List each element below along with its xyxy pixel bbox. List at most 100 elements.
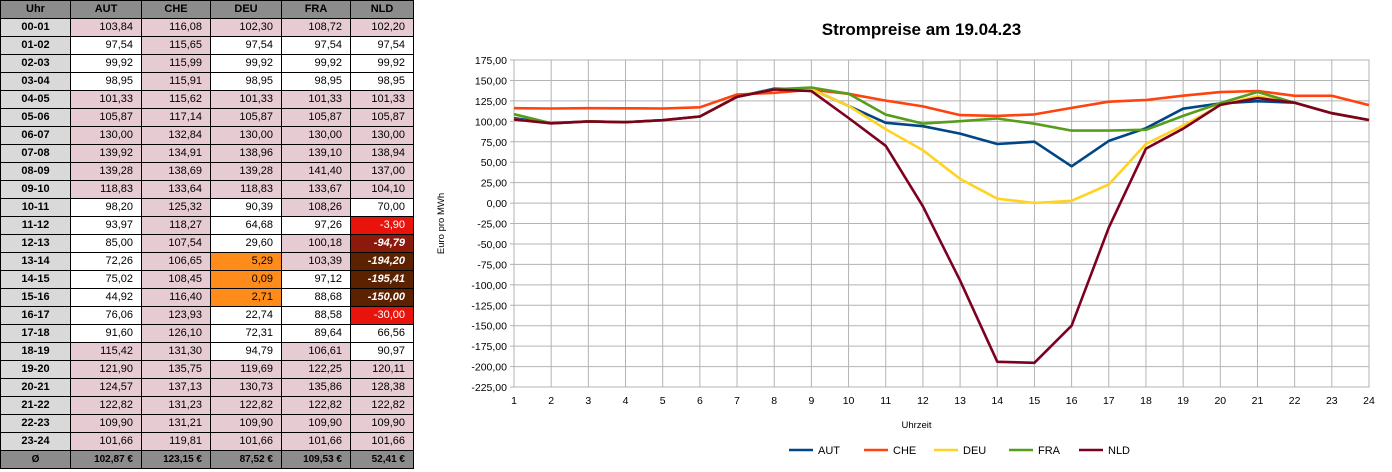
table-row: 11-12 93,97 118,27 64,68 97,26 -3,90: [0, 216, 414, 235]
price-cell: 135,75: [141, 360, 211, 379]
hour-cell: 16-17: [0, 306, 71, 325]
price-cell: 44,92: [70, 288, 142, 307]
price-cell: 101,33: [281, 90, 351, 109]
price-cell: 2,71: [210, 288, 282, 307]
table-row: 08-09 139,28 138,69 139,28 141,40 137,00: [0, 162, 414, 181]
hour-cell: 23-24: [0, 432, 71, 451]
price-cell: 101,66: [281, 432, 351, 451]
price-cell: 130,73: [210, 378, 282, 397]
y-tick-label: 50,00: [481, 157, 507, 169]
average-cell: 123,15 €: [141, 450, 211, 469]
price-cell: 126,10: [141, 324, 211, 343]
price-cell: 101,33: [70, 90, 142, 109]
x-axis-label: Uhrzeit: [901, 420, 931, 431]
price-cell: 122,82: [281, 396, 351, 415]
y-tick-label: 175,00: [475, 55, 507, 67]
price-cell: 22,74: [210, 306, 282, 325]
price-cell: 99,92: [281, 54, 351, 73]
average-cell: 52,41 €: [350, 450, 414, 469]
table-row: 14-15 75,02 108,45 0,09 97,12 -195,41: [0, 270, 414, 289]
hour-cell: 12-13: [0, 234, 71, 253]
hour-cell: 08-09: [0, 162, 71, 181]
col-header-uhr: Uhr: [0, 0, 71, 19]
price-cell: 118,83: [210, 180, 282, 199]
table-row: 22-23 109,90 131,21 109,90 109,90 109,90: [0, 414, 414, 433]
table-row: 02-03 99,92 115,99 99,92 99,92 99,92: [0, 54, 414, 73]
price-cell: 105,87: [70, 108, 142, 127]
average-cell: 109,53 €: [281, 450, 351, 469]
price-cell: 121,90: [70, 360, 142, 379]
price-cell: 109,90: [350, 414, 414, 433]
x-tick-label: 15: [1029, 395, 1041, 407]
y-tick-label: -175,00: [471, 341, 507, 353]
col-header-deu: DEU: [210, 0, 282, 19]
price-cell: 107,54: [141, 234, 211, 253]
price-cell: 130,00: [350, 126, 414, 145]
table-row: 05-06 105,87 117,14 105,87 105,87 105,87: [0, 108, 414, 127]
price-cell: 100,18: [281, 234, 351, 253]
price-cell: 139,28: [210, 162, 282, 181]
y-tick-label: 150,00: [475, 75, 507, 87]
hour-cell: 01-02: [0, 36, 71, 55]
y-tick-label: 25,00: [481, 178, 507, 190]
price-cell: 137,13: [141, 378, 211, 397]
price-cell: 138,94: [350, 144, 414, 163]
hour-cell: 09-10: [0, 180, 71, 199]
price-cell: 76,06: [70, 306, 142, 325]
x-tick-label: 17: [1103, 395, 1115, 407]
hour-cell: 17-18: [0, 324, 71, 343]
price-cell: 123,93: [141, 306, 211, 325]
y-tick-label: -75,00: [477, 259, 507, 271]
x-tick-label: 19: [1177, 395, 1189, 407]
price-cell: -194,20: [350, 252, 414, 271]
y-tick-label: -25,00: [477, 219, 507, 231]
price-cell: 135,86: [281, 378, 351, 397]
legend-label-nld: NLD: [1108, 445, 1130, 457]
x-tick-label: 16: [1066, 395, 1078, 407]
x-tick-label: 5: [660, 395, 666, 407]
price-cell: 101,66: [350, 432, 414, 451]
average-cell: 102,87 €: [70, 450, 142, 469]
table-row: 04-05 101,33 115,62 101,33 101,33 101,33: [0, 90, 414, 109]
price-cell: 104,10: [350, 180, 414, 199]
table-row: 09-10 118,83 133,64 118,83 133,67 104,10: [0, 180, 414, 199]
price-cell: 132,84: [141, 126, 211, 145]
price-cell: 103,84: [70, 18, 142, 37]
hour-cell: 13-14: [0, 252, 71, 271]
price-cell: 72,26: [70, 252, 142, 271]
x-tick-label: 8: [771, 395, 777, 407]
table-row: 18-19 115,42 131,30 94,79 106,61 90,97: [0, 342, 414, 361]
price-cell: 139,10: [281, 144, 351, 163]
x-tick-label: 13: [954, 395, 966, 407]
price-cell: 97,26: [281, 216, 351, 235]
x-tick-label: 2: [548, 395, 554, 407]
series-line-deu: [513, 87, 1370, 205]
price-cell: 97,54: [281, 36, 351, 55]
price-cell: 117,14: [141, 108, 211, 127]
series-line-che: [513, 88, 1370, 118]
hour-cell: 20-21: [0, 378, 71, 397]
price-cell: 98,95: [70, 72, 142, 91]
price-table: Uhr AUT CHE DEU FRA NLD 00-01 103,84 116,08 102,…: [0, 0, 414, 469]
hour-cell: 04-05: [0, 90, 71, 109]
price-cell: 72,31: [210, 324, 282, 343]
price-cell: 133,64: [141, 180, 211, 199]
x-tick-label: 4: [623, 395, 629, 407]
table-header-row: Uhr AUT CHE DEU FRA NLD: [0, 0, 414, 19]
price-cell: 141,40: [281, 162, 351, 181]
price-cell: 88,68: [281, 288, 351, 307]
y-tick-label: 125,00: [475, 96, 507, 108]
price-cell: 122,25: [281, 360, 351, 379]
y-tick-label: -125,00: [471, 300, 507, 312]
price-cell: 139,28: [70, 162, 142, 181]
price-cell: 102,30: [210, 18, 282, 37]
price-cell: 119,69: [210, 360, 282, 379]
price-cell: 29,60: [210, 234, 282, 253]
hour-cell: 21-22: [0, 396, 71, 415]
hour-cell: 19-20: [0, 360, 71, 379]
table-row: 19-20 121,90 135,75 119,69 122,25 120,11: [0, 360, 414, 379]
price-cell: 99,92: [70, 54, 142, 73]
price-cell: 101,33: [210, 90, 282, 109]
table-row: 01-02 97,54 115,65 97,54 97,54 97,54: [0, 36, 414, 55]
x-tick-label: 20: [1214, 395, 1226, 407]
